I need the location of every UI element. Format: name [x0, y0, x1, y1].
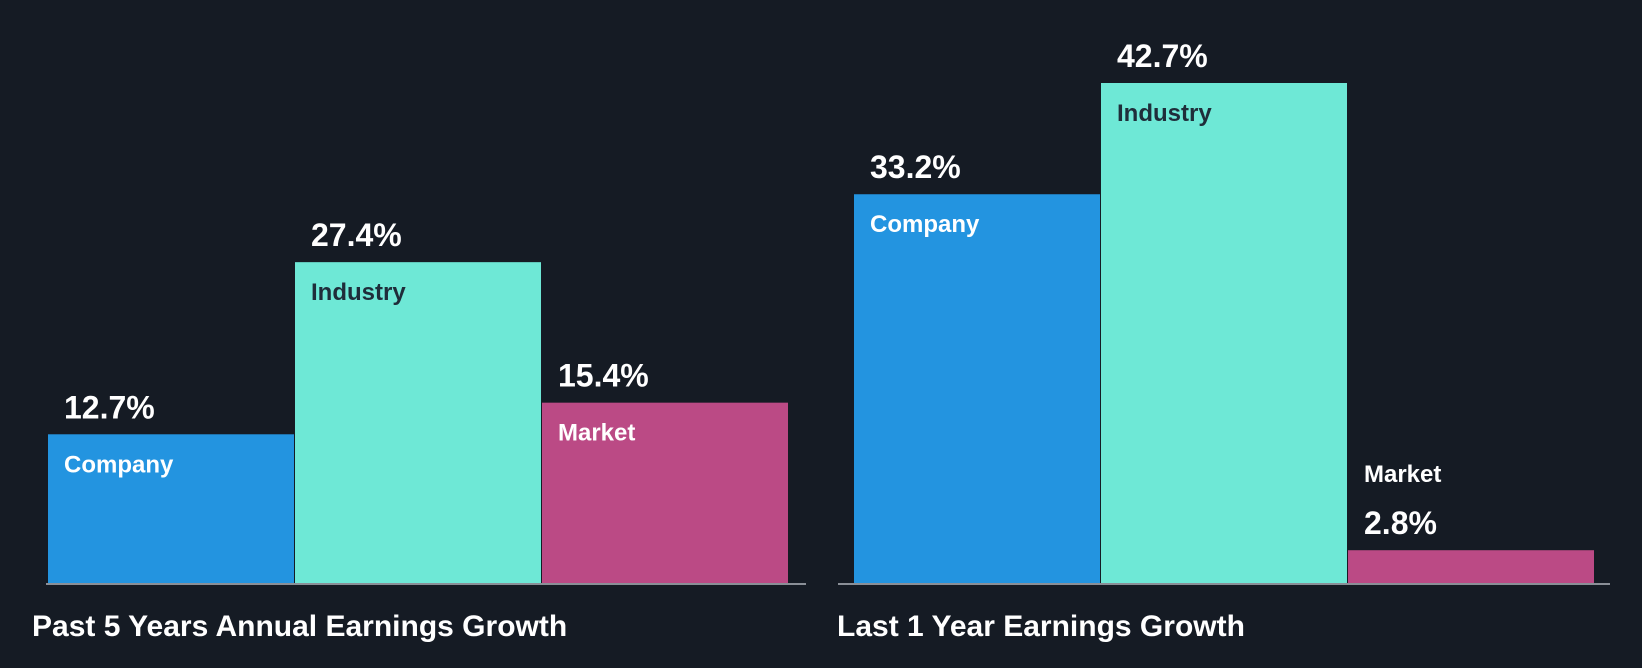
last-1-year-value-label-company: 33.2%: [870, 149, 961, 185]
last-1-year-category-label-company: Company: [870, 211, 980, 238]
last-1-year-bar-market: [1348, 550, 1594, 583]
last-1-year-bar-company: [854, 194, 1100, 583]
last-1-year-category-label-market: Market: [1364, 461, 1441, 488]
last-1-year-chart-title: Last 1 Year Earnings Growth: [837, 610, 1245, 643]
past-5-years-chart-title: Past 5 Years Annual Earnings Growth: [32, 610, 567, 643]
last-1-year-category-label-industry: Industry: [1117, 100, 1212, 127]
past-5-years-bar-company: [48, 434, 294, 583]
past-5-years-value-label-company: 12.7%: [64, 389, 155, 425]
past-5-years-category-label-industry: Industry: [311, 279, 406, 306]
past-5-years-bar-industry: [295, 262, 541, 583]
last-1-year-value-label-market: 2.8%: [1364, 505, 1437, 541]
past-5-years-category-label-company: Company: [64, 451, 174, 478]
last-1-year-value-label-industry: 42.7%: [1117, 38, 1208, 74]
past-5-years-category-label-market: Market: [558, 420, 635, 447]
last-1-year-bar-industry: [1101, 83, 1347, 583]
past-5-years-value-label-market: 15.4%: [558, 358, 649, 394]
past-5-years-bar-market: [542, 402, 788, 583]
past-5-years-value-label-industry: 27.4%: [311, 217, 402, 253]
